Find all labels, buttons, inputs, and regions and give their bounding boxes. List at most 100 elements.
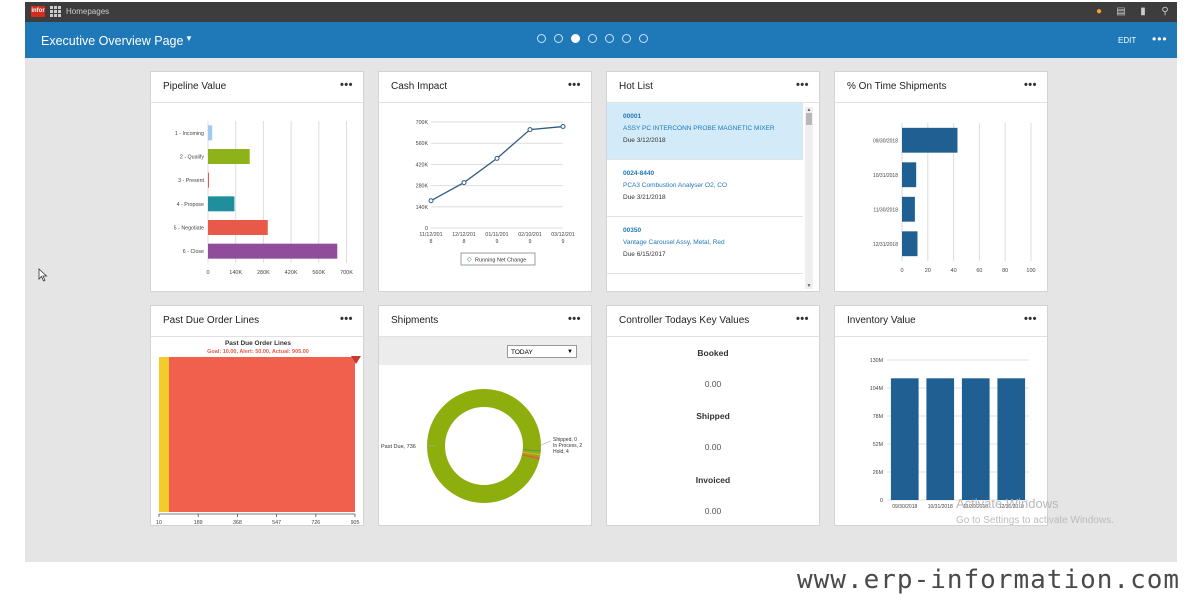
x-tick-label: 09/30/2018 <box>892 504 917 510</box>
inventory-chart: 130M 104M 78M 52M 26M 0 09/30/2018 10/31/2018 11… <box>870 358 1029 510</box>
app-menu-grid-icon[interactable] <box>50 6 61 17</box>
invoiced-label: Invoiced <box>695 475 731 485</box>
x-tick-label: 60 <box>976 268 982 274</box>
invoiced-value: 0.00 <box>704 506 722 516</box>
card-menu-icon[interactable]: ••• <box>567 79 581 91</box>
controller-key-values-card: Controller Todays Key Values ••• Booked 0… <box>606 305 820 526</box>
period-select[interactable]: TODAY ▼ <box>507 345 577 358</box>
card-menu-icon[interactable]: ••• <box>1023 79 1037 91</box>
hot-list-item[interactable]: 0024-8440 PCA3 Combustion Analyser O2, C… <box>607 160 803 217</box>
x-tick-label: 9 <box>562 239 565 245</box>
card-title: Inventory Value <box>847 315 916 326</box>
slice-label: Shipped, 0 <box>553 437 577 443</box>
card-menu-icon[interactable]: ••• <box>795 79 809 91</box>
x-tick-label: 905 <box>351 520 360 525</box>
bar <box>926 378 955 500</box>
page-dot[interactable] <box>588 34 597 43</box>
bar <box>208 149 250 164</box>
mouse-cursor-icon <box>38 268 48 282</box>
data-point <box>461 180 467 186</box>
y-tick-label: 3 - Present <box>178 178 204 184</box>
bar <box>208 172 209 188</box>
x-tick-label: 20 <box>925 268 931 274</box>
shipped-label: Shipped <box>696 411 730 421</box>
x-tick-label: 547 <box>272 520 281 525</box>
item-description: PCA3 Combustion Analyser O2, CO <box>623 182 728 189</box>
page-title[interactable]: Executive Overview Page <box>41 34 184 48</box>
legend-label: Running Net Change <box>475 258 526 264</box>
y-tick-label: 6 - Close <box>183 249 204 255</box>
x-tick-label: 01/11/201 <box>485 232 508 238</box>
page-indicator <box>537 34 648 43</box>
search-icon[interactable]: ⚲ <box>1161 6 1169 17</box>
card-menu-icon[interactable]: ••• <box>795 313 809 325</box>
page-dot[interactable] <box>639 34 648 43</box>
card-menu-icon[interactable]: ••• <box>567 313 581 325</box>
x-tick-label: 0 <box>900 268 903 274</box>
x-tick-label: 0 <box>206 270 209 276</box>
edit-button[interactable]: EDIT <box>1118 36 1137 45</box>
x-tick-label: 8 <box>463 239 466 245</box>
shipped-value: 0.00 <box>704 442 722 452</box>
y-tick-label: 1 - Incoming <box>175 131 204 137</box>
item-id: 00350 <box>623 227 642 234</box>
data-point <box>428 198 434 204</box>
y-tick-label: 11/30/2018 <box>873 207 898 213</box>
bar <box>902 127 958 153</box>
page-dot[interactable] <box>537 34 546 43</box>
card-menu-icon[interactable]: ••• <box>339 79 353 91</box>
breadcrumb[interactable]: Homepages <box>66 7 110 16</box>
scrollbar[interactable]: ▲ ▼ <box>805 107 813 289</box>
x-tick-label: 140K <box>229 270 242 276</box>
hot-list-item[interactable]: 00350 Vantage Carousel Assy, Metal, Red … <box>607 217 803 274</box>
card-title: Cash Impact <box>391 81 448 92</box>
cash-impact-card: Cash Impact ••• 700K 560K 420K 280K 140K 0 11/1… <box>378 71 592 292</box>
app-logo[interactable]: infor <box>31 6 45 17</box>
card-title: Past Due Order Lines <box>163 315 260 326</box>
more-options-icon[interactable]: ••• <box>1152 32 1168 46</box>
data-point <box>560 124 566 130</box>
site-watermark: www.erp-information.com <box>797 565 1181 595</box>
scroll-down-icon[interactable]: ▼ <box>806 283 812 289</box>
x-tick-label: 40 <box>951 268 957 274</box>
item-due-date: Due 3/12/2018 <box>623 137 666 144</box>
bar <box>902 231 918 257</box>
x-tick-label: 726 <box>311 520 320 525</box>
page-dot[interactable] <box>622 34 631 43</box>
y-tick-label: 104M <box>870 386 883 392</box>
user-icon[interactable]: ● <box>1095 6 1103 17</box>
item-description: Vantage Carousel Assy, Metal, Red <box>623 239 725 246</box>
x-tick-label: 12/31/2018 <box>999 504 1024 510</box>
label-leader <box>540 440 552 446</box>
y-tick-label: 130M <box>870 358 883 364</box>
item-due-date: Due 6/15/2017 <box>623 251 666 258</box>
data-point <box>494 155 500 161</box>
chart-title: Past Due Order Lines <box>225 340 291 347</box>
bookmark-icon[interactable]: ▮ <box>1140 6 1146 17</box>
x-tick-label: 03/12/201 <box>551 232 575 238</box>
x-tick-label: 189 <box>194 520 203 525</box>
y-tick-label: 0 <box>880 498 883 504</box>
page-dot-active[interactable] <box>571 34 580 43</box>
y-tick-label: 560K <box>416 141 429 147</box>
cash-chart: 700K560K420K280K140K011/12/201812/12/201… <box>416 120 575 266</box>
message-icon[interactable]: ▤ <box>1116 6 1126 17</box>
card-menu-icon[interactable]: ••• <box>339 313 353 325</box>
scrollbar-thumb[interactable] <box>806 113 812 125</box>
scroll-up-icon[interactable]: ▲ <box>806 107 812 113</box>
card-menu-icon[interactable]: ••• <box>1023 313 1037 325</box>
x-tick-label: 9 <box>496 239 499 245</box>
y-tick-label: 700K <box>416 120 429 126</box>
series-line <box>430 125 564 202</box>
top-bar: infor Homepages ● ▤ ▮ ⚲ <box>25 2 1177 22</box>
y-tick-label: 420K <box>416 162 429 168</box>
on-time-shipments-card: % On Time Shipments ••• 0 20 40 60 80 100 09/30… <box>834 71 1048 292</box>
x-tick-label: 80 <box>1002 268 1008 274</box>
x-tick-label: 9 <box>529 239 532 245</box>
y-tick-label: 52M <box>873 442 883 448</box>
page-dot[interactable] <box>554 34 563 43</box>
donut-slice <box>427 389 541 503</box>
page-dot[interactable] <box>605 34 614 43</box>
chevron-down-icon[interactable]: ▼ <box>185 34 193 43</box>
hot-list-item[interactable]: 00001 ASSY PC INTERCONN PROBE MAGNETIC M… <box>607 103 803 160</box>
